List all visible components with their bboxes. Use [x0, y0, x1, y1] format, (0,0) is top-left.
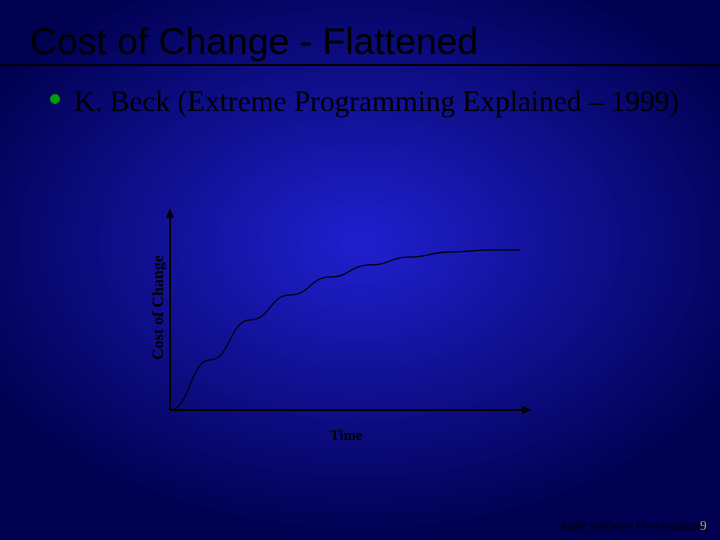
slide: Cost of Change - Flattened K. Beck (Extr…	[0, 0, 720, 540]
chart-x-axis-label: Time	[330, 428, 362, 445]
bullet-text: K. Beck (Extreme Programming Explained –…	[74, 84, 679, 121]
cost-of-change-chart	[158, 198, 542, 422]
chart-y-axis-label: Cost of Change	[150, 255, 168, 360]
bullet-dot-icon	[50, 94, 60, 104]
footer-text: Agile Software Development	[560, 518, 701, 533]
title-region: Cost of Change - Flattened	[30, 18, 690, 64]
bullet-item: K. Beck (Extreme Programming Explained –…	[50, 84, 680, 121]
page-number: 9	[700, 518, 707, 534]
title-underline	[0, 64, 720, 66]
slide-title: Cost of Change - Flattened	[30, 20, 478, 63]
